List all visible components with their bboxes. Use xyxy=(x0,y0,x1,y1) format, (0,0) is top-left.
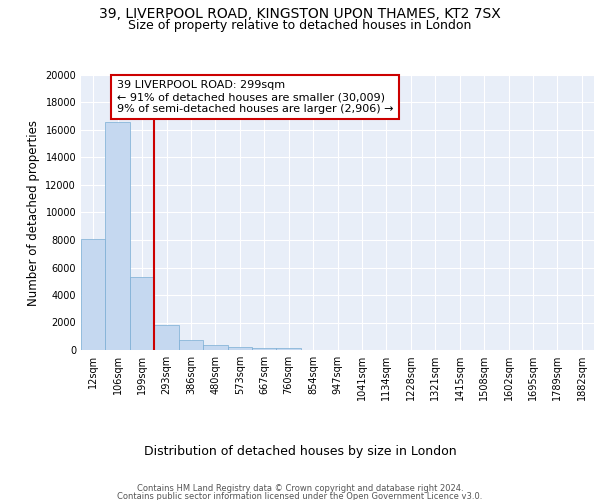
Text: 39 LIVERPOOL ROAD: 299sqm
← 91% of detached houses are smaller (30,009)
9% of se: 39 LIVERPOOL ROAD: 299sqm ← 91% of detac… xyxy=(116,80,393,114)
Text: 39, LIVERPOOL ROAD, KINGSTON UPON THAMES, KT2 7SX: 39, LIVERPOOL ROAD, KINGSTON UPON THAMES… xyxy=(99,8,501,22)
Bar xyxy=(203,345,227,350)
Bar xyxy=(130,277,154,350)
Y-axis label: Number of detached properties: Number of detached properties xyxy=(27,120,40,306)
Bar xyxy=(179,340,203,350)
Bar xyxy=(106,122,130,350)
Text: Contains public sector information licensed under the Open Government Licence v3: Contains public sector information licen… xyxy=(118,492,482,500)
Text: Size of property relative to detached houses in London: Size of property relative to detached ho… xyxy=(128,19,472,32)
Bar xyxy=(252,348,277,350)
Bar xyxy=(277,348,301,350)
Bar xyxy=(81,238,106,350)
Bar xyxy=(227,347,252,350)
Bar xyxy=(154,325,179,350)
Text: Contains HM Land Registry data © Crown copyright and database right 2024.: Contains HM Land Registry data © Crown c… xyxy=(137,484,463,493)
Text: Distribution of detached houses by size in London: Distribution of detached houses by size … xyxy=(143,444,457,458)
